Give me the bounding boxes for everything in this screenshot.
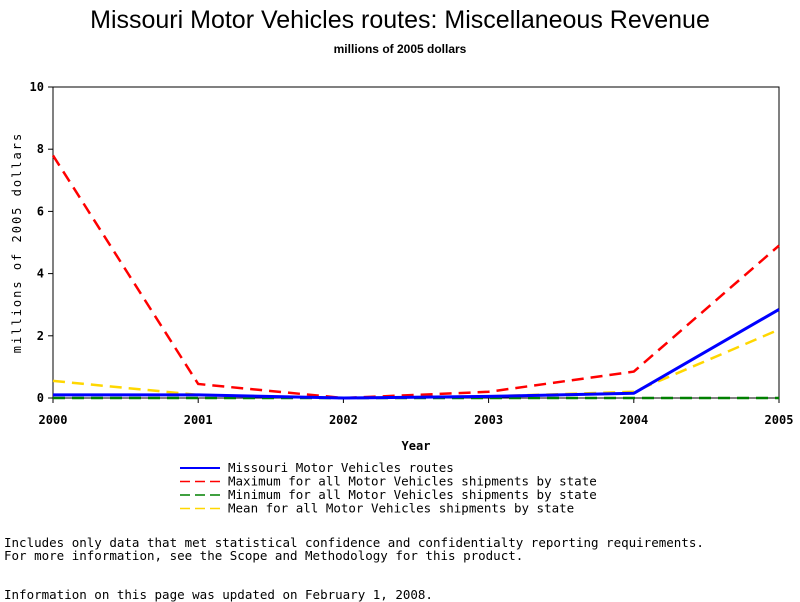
x-axis-label: Year	[402, 439, 431, 453]
plot-frame	[53, 87, 779, 398]
y-tick-label: 0	[37, 391, 44, 405]
y-axis-label: millions of 2005 dollars	[10, 132, 24, 353]
y-tick-label: 6	[37, 204, 44, 218]
x-tick-label: 2005	[765, 413, 794, 427]
footnote-methodology: For more information, see the Scope and …	[4, 549, 523, 563]
series-line-3	[53, 330, 779, 398]
series-line-1	[53, 155, 779, 398]
x-tick-label: 2002	[329, 413, 358, 427]
x-tick-label: 2003	[474, 413, 503, 427]
legend-label-3: Mean for all Motor Vehicles shipments by…	[228, 501, 574, 516]
series-line-0	[53, 309, 779, 398]
line-chart: 0 2 4 6 8 10 2000 2001 2002 2003 2004 2005 Year milli…	[0, 0, 800, 530]
y-tick-label: 2	[37, 329, 44, 343]
x-tick-label: 2000	[39, 413, 68, 427]
x-tick-label: 2004	[619, 413, 648, 427]
y-tick-label: 8	[37, 142, 44, 156]
chart-series	[53, 155, 779, 398]
x-tick-label: 2001	[184, 413, 213, 427]
y-tick-label: 4	[37, 267, 44, 281]
y-tick-label: 10	[30, 80, 44, 94]
